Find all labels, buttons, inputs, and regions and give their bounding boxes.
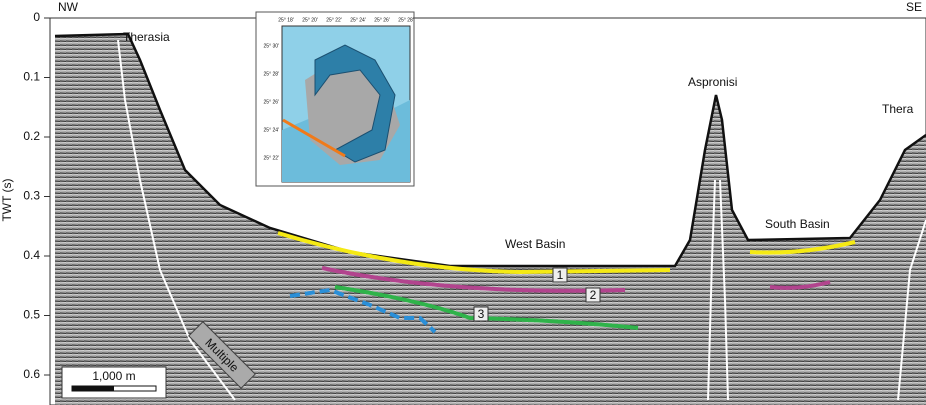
- inset-lon-label: 25° 24': [350, 17, 366, 23]
- y-tick-label: 0.1: [23, 70, 40, 84]
- horizon-2: [321, 266, 626, 293]
- inset-lat-label: 25° 22': [264, 155, 280, 161]
- direction-label: SE: [906, 0, 922, 14]
- inset-lon-label: 25° 18': [278, 17, 294, 23]
- y-tick-label: 0: [33, 10, 40, 24]
- inset-lat-label: 25° 28': [264, 71, 280, 77]
- white-line: [707, 179, 729, 401]
- seafloor: [54, 32, 926, 268]
- place-label: Aspronisi: [688, 75, 737, 89]
- horizon-label: 3: [478, 307, 485, 321]
- white-line: [897, 219, 926, 401]
- inset-lon-label: 25° 20': [302, 17, 318, 23]
- horizon-label: 1: [557, 268, 564, 282]
- y-tick-label: 0.3: [23, 189, 40, 203]
- y-tick-label: 0.6: [23, 367, 40, 381]
- place-label: West Basin: [505, 237, 565, 251]
- horizon-south-1: [749, 240, 856, 255]
- place-label: Thera: [882, 102, 914, 116]
- scale-label: 1,000 m: [92, 369, 135, 383]
- place-label: Therasia: [123, 30, 170, 44]
- horizon-1: [277, 231, 671, 275]
- inset-lat-label: 25° 24': [264, 127, 280, 133]
- y-tick-label: 0.5: [23, 308, 40, 322]
- direction-label: NW: [58, 0, 79, 14]
- y-tick-label: 0.2: [23, 129, 40, 143]
- inset-lon-label: 25° 28': [398, 17, 414, 23]
- inset-lat-label: 25° 26': [264, 99, 280, 105]
- scale-bar: 1,000 m: [61, 366, 167, 399]
- place-label: South Basin: [765, 217, 830, 231]
- inset-lat-label: 25° 30': [264, 43, 280, 49]
- horizon-3: [334, 285, 639, 330]
- horizon-label: 2: [590, 288, 597, 302]
- multiple-line: [117, 39, 236, 401]
- inset-map: 25° 18' 25° 20' 25° 22' 25° 24' 25° 26' 25° 2…: [255, 11, 415, 187]
- horizon-blue: [289, 287, 437, 334]
- inset-lon-label: 25° 22': [326, 17, 342, 23]
- horizon-south-2: [769, 280, 831, 290]
- axis-label: TWT (s): [0, 178, 14, 221]
- seismic-section: [55, 34, 926, 405]
- horizon-tags: 1 2 3: [473, 267, 601, 322]
- inset-lon-label: 25° 26': [374, 17, 390, 23]
- y-tick-label: 0.4: [23, 248, 40, 262]
